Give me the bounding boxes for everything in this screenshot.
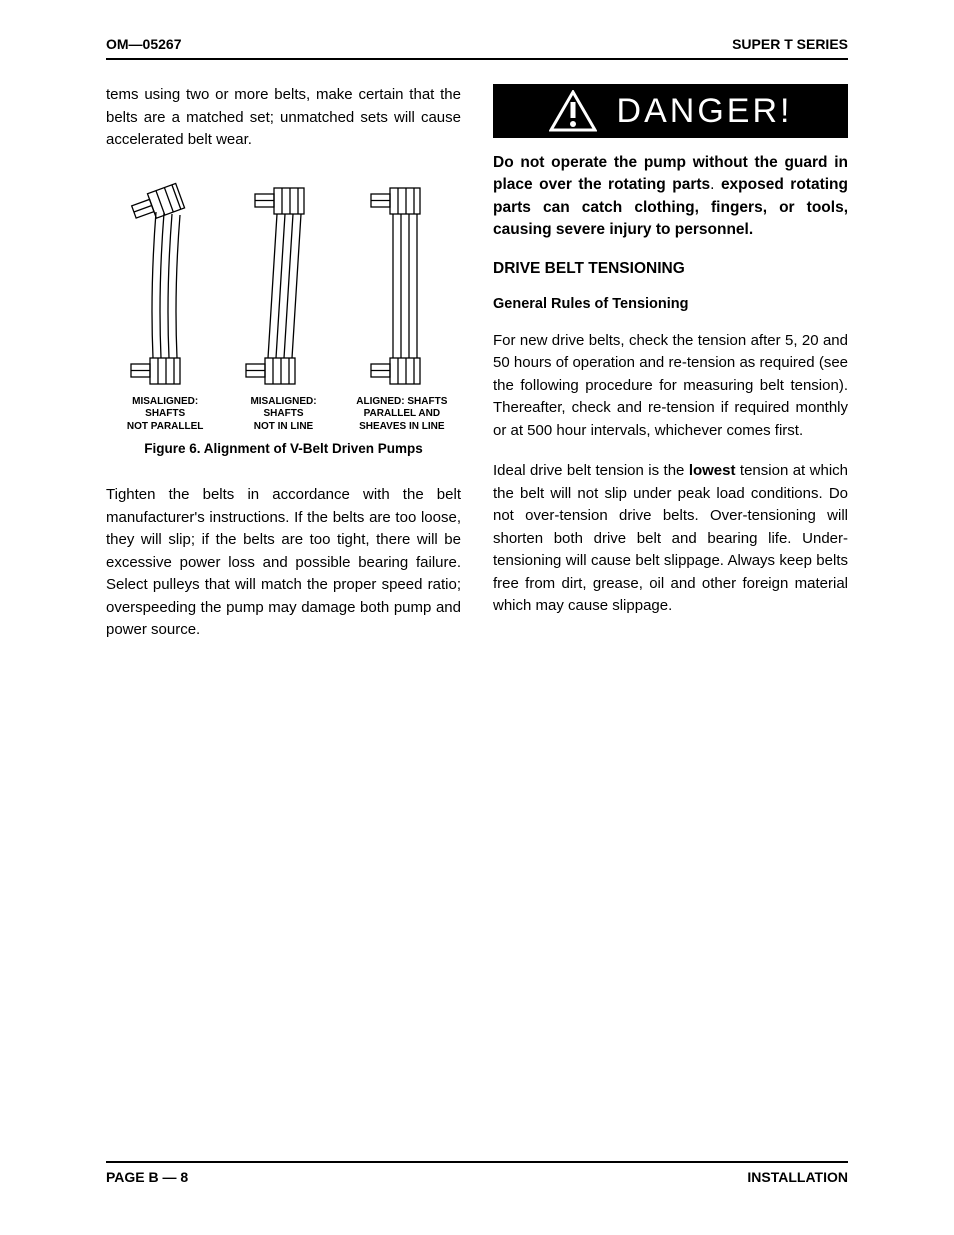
figure-6-diagrams: MISALIGNED: SHAFTS NOT PARALLEL (106, 180, 461, 434)
footer-section: INSTALLATION (747, 1169, 848, 1185)
diagram-not-parallel-svg (120, 180, 210, 390)
diagram-2-label: MISALIGNED: SHAFTS NOT IN LINE (250, 396, 316, 434)
diagram-aligned-svg (357, 180, 447, 390)
page-container: OM—05267 SUPER T SERIES tems using two o… (0, 0, 954, 1235)
tighten-paragraph: Tighten the belts in accordance with the… (106, 484, 461, 642)
subheading: General Rules of Tensioning (493, 296, 848, 312)
intro-paragraph: tems using two or more belts, make certa… (106, 84, 461, 152)
right-column: DANGER! Do not operate the pump without … (493, 84, 848, 660)
tension-lowest: lowest (689, 462, 736, 479)
header-doc-id: OM—05267 (106, 36, 181, 52)
diagram-not-parallel: MISALIGNED: SHAFTS NOT PARALLEL (107, 180, 224, 434)
danger-banner: DANGER! (493, 84, 848, 138)
diagram-3-label: ALIGNED: SHAFTS PARALLEL AND SHEAVES IN … (356, 396, 447, 434)
tension-para-1: For new drive belts, check the tension a… (493, 330, 848, 443)
header-series: SUPER T SERIES (732, 36, 848, 52)
page-header: OM—05267 SUPER T SERIES (106, 36, 848, 60)
footer-page: PAGE B — 8 (106, 1169, 188, 1185)
diagram-1-label: MISALIGNED: SHAFTS NOT PARALLEL (127, 396, 203, 434)
content-columns: tems using two or more belts, make certa… (106, 84, 848, 660)
figure-6-caption: Figure 6. Alignment of V-Belt Driven Pum… (106, 441, 461, 456)
page-footer: PAGE B — 8 INSTALLATION (106, 1161, 848, 1185)
figure-6: MISALIGNED: SHAFTS NOT PARALLEL (106, 180, 461, 457)
tension-para-2a: Ideal drive belt tension is the (493, 462, 689, 479)
left-column: tems using two or more belts, make certa… (106, 84, 461, 660)
warning-triangle-icon (549, 90, 597, 132)
danger-period: . (710, 176, 714, 193)
danger-paragraph: Do not operate the pump without the guar… (493, 152, 848, 242)
diagram-not-in-line: MISALIGNED: SHAFTS NOT IN LINE (225, 180, 342, 434)
tension-para-2b: tension at which the belt will not slip … (493, 462, 848, 614)
diagram-aligned: ALIGNED: SHAFTS PARALLEL AND SHEAVES IN … (343, 180, 460, 434)
tension-para-2: Ideal drive belt tension is the lowest t… (493, 460, 848, 618)
danger-label: DANGER! (617, 92, 793, 131)
section-heading: DRIVE BELT TENSIONING (493, 260, 848, 278)
diagram-not-in-line-svg (238, 180, 328, 390)
